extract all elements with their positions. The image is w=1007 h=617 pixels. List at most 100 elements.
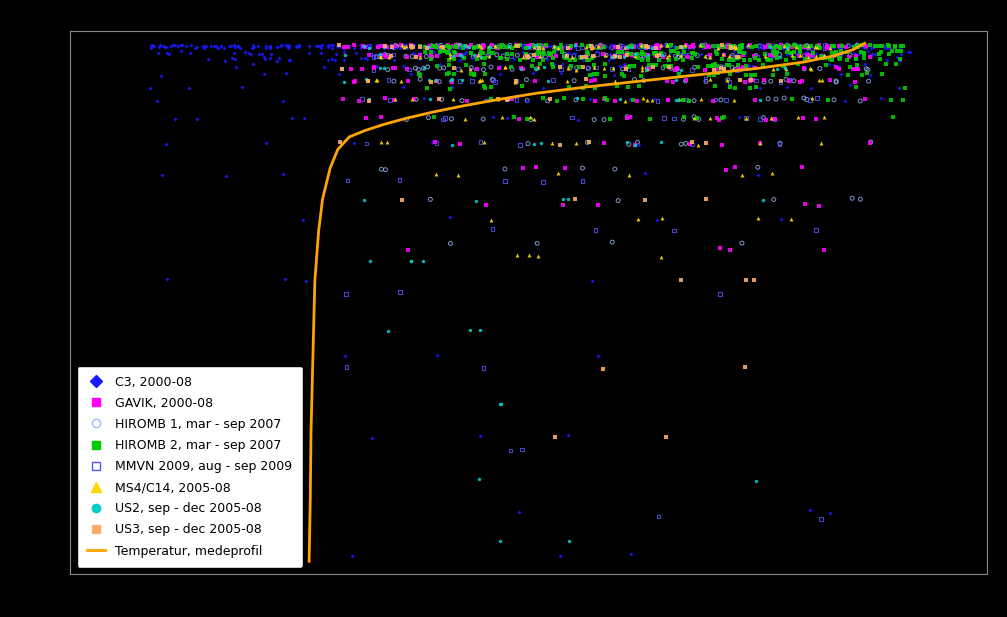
Point: [824, 55, 840, 65]
Point: [619, 62, 635, 72]
Point: [609, 51, 625, 61]
Point: [538, 40, 554, 50]
Point: [529, 64, 545, 74]
Point: [676, 112, 692, 122]
Point: [706, 65, 722, 75]
Point: [759, 40, 775, 50]
Point: [614, 47, 630, 57]
Point: [749, 213, 765, 223]
Point: [768, 64, 784, 73]
Point: [593, 43, 609, 52]
Point: [470, 41, 486, 51]
Point: [423, 50, 439, 60]
Point: [673, 42, 689, 52]
Point: [842, 80, 858, 90]
Point: [443, 77, 459, 86]
Point: [180, 83, 196, 93]
Point: [849, 41, 865, 51]
Point: [476, 53, 492, 63]
Point: [398, 51, 414, 61]
Point: [677, 42, 693, 52]
Point: [428, 169, 444, 179]
Point: [429, 138, 445, 148]
Point: [492, 42, 509, 52]
Point: [182, 48, 198, 57]
Point: [511, 507, 527, 516]
Point: [630, 140, 646, 150]
Point: [792, 41, 808, 51]
Point: [395, 41, 411, 51]
Point: [634, 42, 651, 52]
Point: [678, 40, 694, 50]
Point: [772, 43, 788, 53]
Point: [545, 53, 561, 63]
Point: [244, 43, 260, 53]
Point: [575, 62, 591, 72]
Point: [364, 433, 380, 443]
Point: [639, 50, 656, 60]
Point: [361, 77, 377, 86]
Point: [575, 94, 591, 104]
Point: [488, 43, 505, 53]
Point: [849, 41, 865, 51]
Point: [862, 70, 878, 80]
Point: [878, 59, 894, 68]
Point: [615, 52, 631, 62]
Point: [532, 49, 548, 59]
Point: [579, 42, 595, 52]
Point: [886, 41, 902, 51]
Point: [675, 95, 691, 105]
Point: [752, 41, 768, 51]
Point: [397, 43, 413, 52]
Point: [779, 46, 796, 56]
Point: [766, 114, 782, 124]
Point: [477, 83, 493, 93]
Point: [335, 94, 351, 104]
Point: [698, 40, 714, 50]
Point: [818, 52, 834, 62]
Point: [833, 43, 849, 53]
Point: [335, 41, 351, 51]
Point: [709, 40, 725, 50]
Point: [485, 112, 501, 122]
Point: [603, 52, 619, 62]
Point: [639, 43, 656, 52]
Point: [779, 40, 796, 50]
Point: [790, 59, 807, 69]
Point: [432, 59, 448, 69]
Point: [824, 41, 840, 51]
Point: [716, 64, 732, 73]
Point: [505, 43, 521, 52]
Point: [757, 49, 773, 59]
Point: [803, 41, 819, 51]
Point: [417, 41, 433, 51]
Point: [669, 75, 685, 85]
Point: [738, 61, 754, 71]
Point: [447, 48, 463, 58]
Point: [631, 43, 648, 53]
Point: [515, 64, 531, 73]
Point: [557, 163, 573, 173]
Point: [508, 77, 524, 86]
Point: [762, 52, 778, 62]
Point: [231, 41, 247, 51]
Point: [781, 75, 798, 85]
Point: [568, 65, 584, 75]
Point: [535, 41, 551, 51]
Point: [693, 39, 709, 49]
Point: [579, 55, 595, 65]
Point: [554, 43, 570, 52]
Point: [775, 41, 792, 51]
Point: [225, 53, 241, 63]
Point: [633, 62, 650, 72]
Point: [536, 43, 552, 52]
Point: [809, 49, 825, 59]
Point: [687, 49, 703, 59]
Point: [540, 54, 556, 64]
Point: [708, 42, 724, 52]
Point: [633, 47, 650, 57]
Point: [676, 52, 692, 62]
Point: [520, 114, 536, 124]
Point: [583, 41, 599, 51]
Point: [633, 49, 650, 59]
